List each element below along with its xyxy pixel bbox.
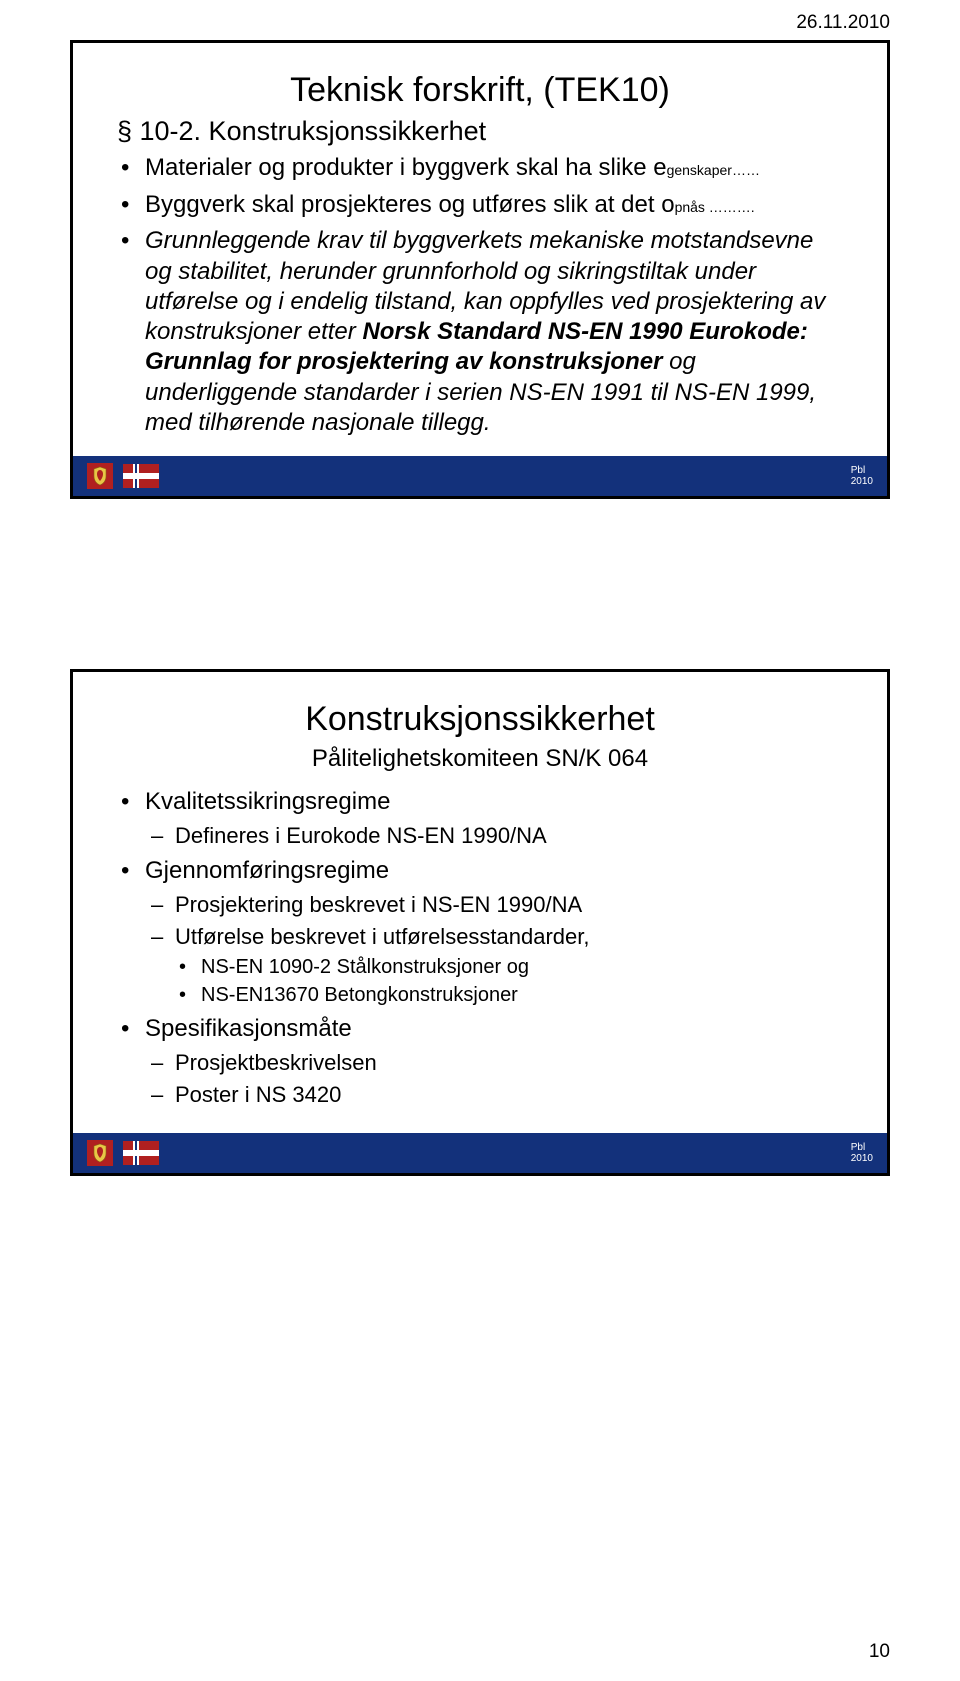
footer-right-label: Pbl 2010 bbox=[851, 1142, 873, 1164]
norway-flag-icon bbox=[123, 464, 159, 488]
list-item: NS-EN 1090-2 Stålkonstruksjoner og bbox=[175, 954, 843, 980]
slide-2-b2-2-sub: NS-EN 1090-2 Stålkonstruksjoner og NS-EN… bbox=[175, 954, 843, 1008]
slide-1-footer: Pbl 2010 bbox=[73, 456, 887, 496]
footer-left bbox=[87, 1140, 159, 1166]
slide-1-bullet-2: Byggverk skal prosjekteres og utføres sl… bbox=[117, 190, 843, 221]
list-item: Defineres i Eurokode NS-EN 1990/NA bbox=[145, 822, 843, 851]
header-date: 26.11.2010 bbox=[796, 12, 890, 34]
bullet-text: Materialer og produkter i byggverk skal … bbox=[145, 154, 667, 181]
slide-2: Konstruksjonssikkerhet Pålitelighetskomi… bbox=[70, 669, 890, 1176]
list-item: Poster i NS 3420 bbox=[145, 1081, 843, 1110]
list-item-text: Utførelse beskrevet i utførelsesstandard… bbox=[175, 924, 590, 949]
slide-1-body: Teknisk forskrift, (TEK10) § 10-2. Konst… bbox=[73, 43, 887, 456]
slide-1-bullet-1: Materialer og produkter i byggverk skal … bbox=[117, 153, 843, 184]
norway-flag-icon bbox=[123, 1141, 159, 1165]
footer-left bbox=[87, 463, 159, 489]
coat-of-arms-icon bbox=[87, 463, 113, 489]
footer-line-2: 2010 bbox=[851, 1153, 873, 1164]
footer-line-1: Pbl bbox=[851, 465, 873, 476]
slide-2-b1-sub: Defineres i Eurokode NS-EN 1990/NA bbox=[145, 822, 843, 851]
slide-2-bullet-3: Spesifikasjonsmåte Prosjektbeskrivelsen … bbox=[117, 1014, 843, 1109]
slide-1-bullets: Materialer og produkter i byggverk skal … bbox=[117, 153, 843, 220]
page: 26.11.2010 Teknisk forskrift, (TEK10) § … bbox=[0, 0, 960, 1681]
slide-1: Teknisk forskrift, (TEK10) § 10-2. Konst… bbox=[70, 40, 890, 499]
slide-2-footer: Pbl 2010 bbox=[73, 1133, 887, 1173]
bullet-label: Kvalitetssikringsregime bbox=[145, 788, 390, 815]
slide-2-subtitle: Pålitelighetskomiteen SN/K 064 bbox=[117, 745, 843, 773]
slide-2-b2-sub: Prosjektering beskrevet i NS-EN 1990/NA … bbox=[145, 891, 843, 1008]
list-item: Utførelse beskrevet i utførelsesstandard… bbox=[145, 923, 843, 1009]
footer-line-2: 2010 bbox=[851, 476, 873, 487]
coat-of-arms-icon bbox=[87, 1140, 113, 1166]
slide-2-bullet-2: Gjennomføringsregime Prosjektering beskr… bbox=[117, 856, 843, 1008]
slide-2-b3-sub: Prosjektbeskrivelsen Poster i NS 3420 bbox=[145, 1049, 843, 1109]
slide-1-section: § 10-2. Konstruksjonssikkerhet bbox=[117, 116, 843, 147]
footer-right-label: Pbl 2010 bbox=[851, 465, 873, 487]
bullet-text-small: genskaper…… bbox=[667, 162, 760, 178]
slide-1-title: Teknisk forskrift, (TEK10) bbox=[117, 71, 843, 110]
list-item: NS-EN13670 Betongkonstruksjoner bbox=[175, 982, 843, 1008]
bullet-label: Spesifikasjonsmåte bbox=[145, 1015, 352, 1042]
footer-line-1: Pbl bbox=[851, 1142, 873, 1153]
bullet-label: Gjennomføringsregime bbox=[145, 857, 389, 884]
slide-2-body: Konstruksjonssikkerhet Pålitelighetskomi… bbox=[73, 672, 887, 1133]
slide-2-title: Konstruksjonssikkerhet bbox=[117, 700, 843, 739]
bullet-text-small: pnås ………. bbox=[675, 199, 755, 215]
list-item: Prosjektering beskrevet i NS-EN 1990/NA bbox=[145, 891, 843, 920]
bullet-text: Byggverk skal prosjekteres og utføres sl… bbox=[145, 191, 675, 218]
list-item: Prosjektbeskrivelsen bbox=[145, 1049, 843, 1078]
slide-1-italic-para: Grunnleggende krav til byggverkets mekan… bbox=[117, 226, 843, 438]
slide-2-bullets: Kvalitetssikringsregime Defineres i Euro… bbox=[117, 787, 843, 1109]
page-number: 10 bbox=[869, 1641, 890, 1663]
slide-2-bullet-1: Kvalitetssikringsregime Defineres i Euro… bbox=[117, 787, 843, 850]
